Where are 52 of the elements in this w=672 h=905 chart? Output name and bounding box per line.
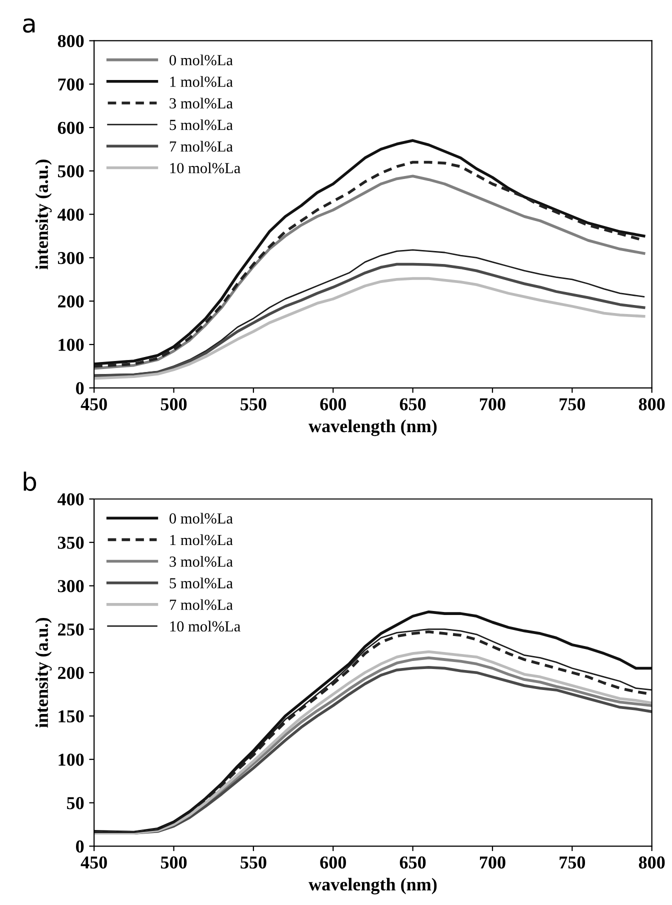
y-tick-label: 150	[58, 710, 84, 722]
legend-label: 0 mol%La	[170, 54, 233, 66]
y-tick-label: 250	[58, 623, 84, 636]
y-axis-title: intensity (a.u.)	[35, 618, 52, 728]
chart-title: a	[23, 18, 35, 33]
x-tick-label: 800	[638, 856, 665, 869]
x-tick-label: 550	[240, 856, 266, 869]
y-tick-label: 0	[76, 840, 84, 853]
y-tick-label: 300	[58, 252, 84, 264]
legend-label: 3 mol%La	[170, 98, 233, 109]
legend-label: 3 mol%La	[170, 556, 233, 567]
x-tick-label: 450	[80, 856, 107, 869]
x-tick-label: 750	[560, 398, 586, 410]
x-tick-label: 600	[320, 398, 346, 410]
x-tick-label: 450	[80, 398, 107, 410]
y-tick-label: 400	[58, 208, 84, 221]
y-tick-label: 50	[67, 797, 84, 810]
y-axis-title: intensity (a.u.)	[35, 160, 52, 270]
y-tick-label: 200	[58, 295, 84, 308]
x-axis-title: wavelength (nm)	[308, 420, 437, 436]
x-tick-label: 700	[480, 856, 506, 869]
chart-title: b	[24, 472, 36, 492]
x-tick-label: 600	[320, 856, 346, 869]
y-tick-label: 300	[58, 580, 84, 592]
x-tick-label: 700	[480, 398, 506, 410]
x-tick-label: 650	[400, 856, 426, 869]
y-tick-label: 100	[58, 754, 84, 766]
x-tick-label: 750	[560, 856, 586, 869]
legend-label: 7 mol%La	[170, 140, 233, 152]
legend-label: 1 mol%La	[170, 76, 233, 87]
y-tick-label: 200	[58, 666, 84, 680]
legend-label: 10 mol%La	[170, 620, 240, 632]
legend-label: 10 mol%La	[170, 162, 240, 174]
x-tick-label: 500	[160, 856, 187, 869]
x-tick-label: 500	[160, 398, 187, 410]
x-tick-label: 650	[400, 398, 426, 410]
y-tick-label: 600	[58, 122, 84, 134]
y-tick-label: 0	[76, 382, 84, 394]
legend-label: 0 mol%La	[170, 512, 233, 524]
legend-label: 1 mol%La	[170, 534, 233, 546]
x-tick-label: 800	[638, 398, 665, 410]
x-axis-title: wavelength (nm)	[308, 878, 437, 894]
legend-label: 5 mol%La	[170, 119, 233, 130]
legend-label: 7 mol%La	[170, 599, 233, 610]
y-tick-label: 400	[58, 493, 84, 506]
y-tick-label: 800	[58, 34, 84, 48]
legend-label: 5 mol%La	[170, 578, 233, 588]
y-tick-label: 100	[58, 338, 84, 351]
y-tick-label: 500	[58, 165, 84, 178]
y-tick-label: 700	[58, 78, 84, 91]
x-tick-label: 550	[240, 398, 266, 410]
y-tick-label: 350	[58, 536, 84, 549]
